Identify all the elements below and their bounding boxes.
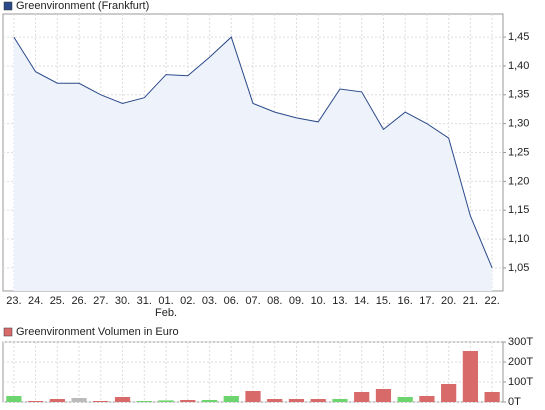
volume-bar (288, 399, 305, 402)
volume-bar (332, 399, 348, 402)
legend-swatch (3, 1, 13, 11)
x-tick-label: 27. (93, 295, 108, 307)
x-tick-label: 20. (441, 295, 456, 307)
x-tick-label: 24. (28, 295, 43, 307)
volume-bar (397, 397, 413, 402)
y-tick-label: 1,30 (508, 118, 529, 130)
x-tick-label: 09. (289, 295, 304, 307)
volume-bar (158, 400, 174, 402)
y-tick-label: 0T (508, 396, 521, 408)
x-tick-label: 22. (484, 295, 499, 307)
x-tick-label: 13. (332, 295, 347, 307)
volume-bar (354, 392, 370, 402)
volume-bar (310, 399, 326, 402)
x-tick-label: 01. (158, 295, 173, 307)
volume-bar (419, 396, 435, 402)
y-tick-label: 100T (508, 376, 533, 388)
x-tick-label: 31. (137, 295, 152, 307)
x-tick-label: 06. (224, 295, 239, 307)
x-tick-label: 21. (463, 295, 478, 307)
y-tick-label: 1,40 (508, 60, 529, 72)
x-tick-label: 10. (311, 295, 326, 307)
legend-swatch (3, 327, 13, 337)
volume-bar (223, 396, 239, 402)
y-tick-label: 1,45 (508, 31, 529, 43)
volume-bar (6, 396, 22, 402)
x-tick-label: 25. (50, 295, 65, 307)
volume-bar (484, 392, 500, 402)
volume-bar (71, 398, 87, 402)
price-line (13, 36, 493, 269)
x-tick-label: 16. (398, 295, 413, 307)
x-tick-label: 03. (202, 295, 217, 307)
volume-bar (201, 400, 218, 402)
x-tick-sublabel: Feb. (155, 307, 177, 319)
volume-bar (93, 401, 109, 402)
y-tick-label: 1,15 (508, 204, 529, 216)
volume-bar (441, 384, 457, 402)
volume-bar (114, 397, 131, 402)
legend-label: Greenvironment (Frankfurt) (16, 0, 149, 12)
y-tick-label: 300T (508, 336, 533, 348)
x-tick-label: 02. (180, 295, 195, 307)
volume-bar (49, 399, 65, 402)
volume-bar (462, 351, 478, 402)
x-tick-label: 17. (419, 295, 434, 307)
volume-bar (180, 400, 196, 402)
x-tick-label: 26. (71, 295, 86, 307)
x-tick-label: 07. (245, 295, 260, 307)
y-tick-label: 200T (508, 356, 533, 368)
x-tick-label: 30. (115, 295, 130, 307)
volume-bar (267, 399, 283, 402)
x-tick-label: 15. (376, 295, 391, 307)
volume-bar (245, 391, 261, 402)
y-tick-label: 1,20 (508, 175, 529, 187)
volume-bar (136, 401, 152, 402)
legend-label: Greenvironment Volumen in Euro (16, 326, 179, 338)
y-tick-label: 1,05 (508, 262, 529, 274)
y-tick-label: 1,10 (508, 233, 529, 245)
x-tick-label: 14. (354, 295, 369, 307)
volume-bar (375, 389, 392, 402)
y-tick-label: 1,35 (508, 89, 529, 101)
x-tick-label: 23. (6, 295, 21, 307)
x-tick-label: 08. (267, 295, 282, 307)
volume-bar (28, 401, 44, 402)
y-tick-label: 1,25 (508, 146, 529, 158)
